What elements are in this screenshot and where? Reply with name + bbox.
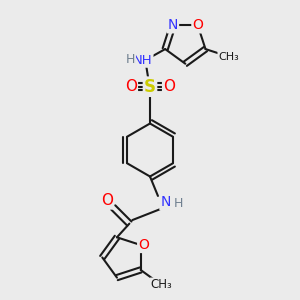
Text: S: S (144, 78, 156, 96)
Text: N: N (160, 195, 171, 209)
Text: O: O (163, 79, 175, 94)
Text: NH: NH (133, 54, 152, 67)
Text: O: O (138, 238, 149, 252)
Text: H: H (126, 53, 135, 66)
Text: O: O (101, 194, 113, 208)
Text: H: H (173, 197, 183, 210)
Text: CH₃: CH₃ (151, 278, 172, 292)
Text: O: O (192, 18, 203, 32)
Text: N: N (168, 18, 178, 32)
Text: CH₃: CH₃ (218, 52, 239, 61)
Text: O: O (125, 79, 137, 94)
